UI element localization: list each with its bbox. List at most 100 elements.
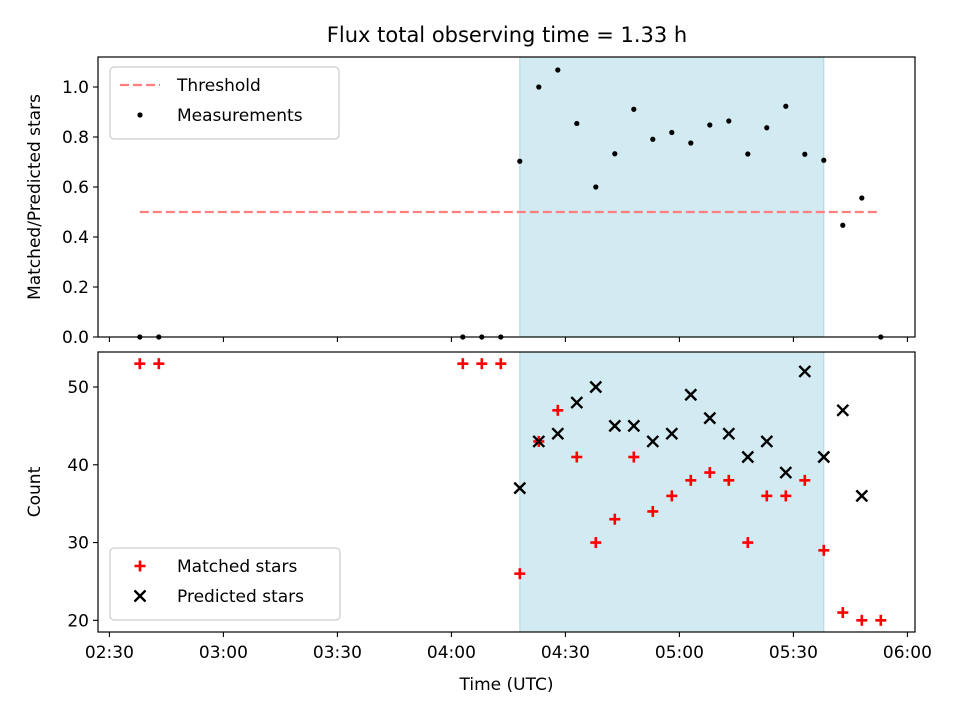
point-measurements	[593, 184, 599, 190]
point-matched-stars	[799, 474, 811, 486]
legend-box	[109, 66, 340, 140]
point-predicted-stars	[627, 419, 641, 433]
y-tick-label: 0.4	[62, 228, 89, 248]
y-tick-label: 0.6	[62, 178, 89, 198]
point-measurements	[574, 120, 580, 127]
point-measurements	[821, 157, 827, 163]
legend-box	[109, 547, 341, 621]
legend-label: Predicted stars	[177, 587, 304, 607]
point-predicted-stars	[817, 450, 831, 464]
point-matched-stars	[628, 451, 640, 463]
y-tick-label: 50	[67, 378, 89, 398]
point-matched-stars	[514, 568, 526, 580]
point-measurements	[612, 151, 618, 157]
legend: Threshold Measurements	[109, 66, 340, 140]
y-tick-label: 30	[67, 534, 89, 554]
y-tick-label: 0.2	[62, 278, 89, 298]
point-predicted-stars	[646, 435, 660, 448]
x-axis-label: Time (UTC)	[459, 675, 554, 695]
point-matched-stars	[457, 358, 469, 370]
point-predicted-stars	[741, 450, 755, 464]
point-measurements	[707, 122, 713, 128]
point-matched-stars	[818, 544, 830, 556]
point-measurements	[517, 158, 523, 164]
count-panel: 20 30 40 50 02:30 03:00 03:30 04:00 04:30 05:00 05…	[25, 351, 932, 695]
y-tick-label: 0.0	[62, 328, 89, 348]
y-axis-label: Matched/Predicted stars	[25, 94, 45, 300]
point-matched-stars	[476, 358, 488, 370]
legend-label: Matched stars	[177, 557, 297, 577]
chart-title: Flux total observing time = 1.33 h	[327, 23, 687, 47]
y-tick-label: 1.0	[62, 78, 89, 98]
point-measurements	[783, 103, 789, 109]
point-predicted-stars	[551, 427, 565, 441]
legend-marker	[137, 112, 143, 118]
point-matched-stars	[723, 474, 735, 486]
x-tick-label: 02:30	[85, 643, 134, 663]
x-tick-label: 04:30	[541, 643, 590, 663]
point-matched-stars	[153, 358, 165, 370]
point-predicted-stars	[589, 380, 603, 394]
point-predicted-stars	[798, 365, 812, 378]
point-measurements	[555, 67, 561, 73]
point-matched-stars	[552, 404, 564, 416]
point-measurements	[688, 140, 694, 146]
point-measurements	[726, 118, 732, 124]
x-tick-label: 04:00	[427, 643, 476, 663]
point-predicted-stars	[760, 435, 774, 448]
point-measurements	[840, 222, 846, 228]
x-tick-label: 05:00	[655, 643, 704, 663]
point-matched-stars	[856, 614, 868, 626]
legend-marker	[133, 589, 147, 603]
point-matched-stars	[590, 537, 602, 549]
point-measurements	[745, 151, 751, 157]
x-tick-label: 03:30	[313, 643, 362, 663]
x-tick-label: 05:30	[769, 643, 818, 663]
axes-frame	[97, 56, 916, 338]
axes-frame	[97, 351, 916, 633]
point-matched-stars	[647, 505, 659, 517]
point-matched-stars	[742, 537, 754, 549]
x-tick-label: 06:00	[883, 643, 932, 663]
y-tick-label: 40	[67, 456, 89, 476]
legend: Matched stars Predicted stars	[109, 547, 341, 621]
observing-window	[519, 56, 825, 338]
point-measurements	[802, 151, 808, 157]
point-measurements	[859, 195, 865, 201]
point-measurements	[764, 125, 770, 131]
point-matched-stars	[666, 490, 678, 502]
point-predicted-stars	[665, 427, 679, 441]
legend-label: Measurements	[177, 106, 303, 126]
point-matched-stars	[609, 513, 621, 525]
legend-marker	[134, 560, 146, 572]
point-predicted-stars	[779, 466, 793, 479]
point-matched-stars	[571, 451, 583, 463]
y-tick-label: 20	[67, 611, 89, 631]
point-matched-stars	[685, 474, 697, 486]
point-predicted-stars	[855, 489, 869, 503]
point-matched-stars	[134, 358, 146, 370]
point-predicted-stars	[836, 403, 850, 417]
legend-label: Threshold	[176, 76, 261, 96]
y-tick-label: 0.8	[62, 128, 89, 148]
point-predicted-stars	[608, 419, 622, 433]
point-predicted-stars	[722, 427, 736, 441]
point-matched-stars	[761, 490, 773, 502]
point-predicted-stars	[532, 435, 546, 448]
point-matched-stars	[875, 614, 887, 626]
point-matched-stars	[495, 358, 507, 370]
point-matched-stars	[704, 467, 716, 479]
point-matched-stars	[780, 490, 792, 502]
y-axis-label: Count	[25, 466, 45, 517]
ratio-panel: 0.0 0.2 0.4 0.6 0.8 1.0 Matched/Predicted star…	[25, 56, 916, 348]
x-tick-label: 03:00	[199, 643, 248, 663]
point-measurements	[631, 106, 637, 112]
point-measurements	[650, 136, 656, 142]
point-matched-stars	[837, 607, 849, 619]
point-measurements	[536, 84, 542, 90]
point-predicted-stars	[570, 396, 584, 409]
point-predicted-stars	[703, 411, 717, 425]
point-predicted-stars	[513, 481, 527, 495]
point-measurements	[669, 129, 675, 136]
